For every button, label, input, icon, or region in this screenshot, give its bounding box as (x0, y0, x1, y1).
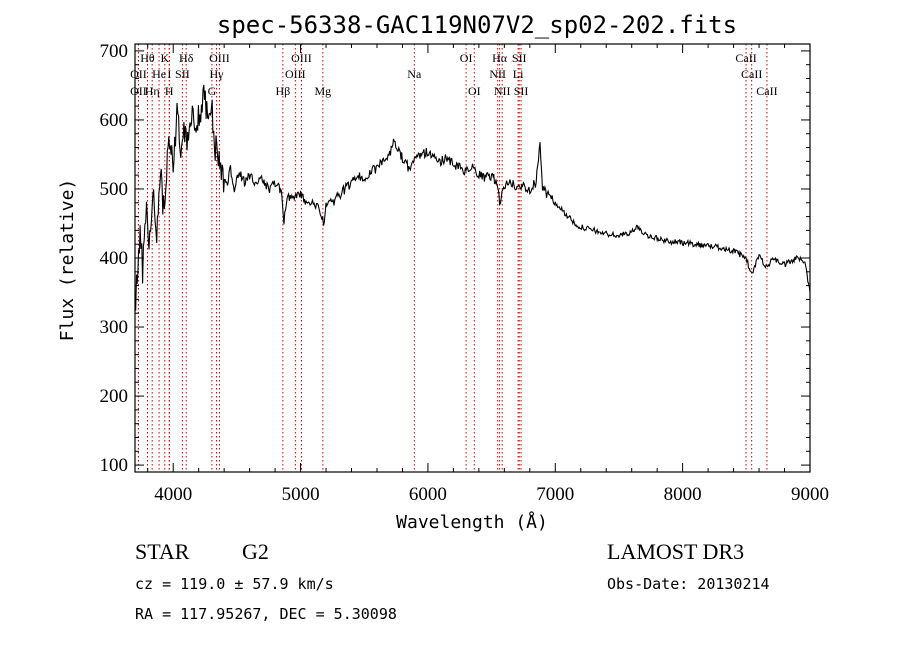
y-axis-ticks: 100 200 300 400 500 600 700 (100, 41, 810, 476)
flux-series-line (134, 84, 811, 311)
line-marker-label: Hα (492, 51, 508, 65)
y-tick-label: 500 (100, 179, 129, 200)
line-marker-label: OI (468, 84, 481, 98)
y-tick-label: 400 (100, 248, 129, 269)
line-marker-label: OIII (285, 67, 306, 81)
x-tick-label: 9000 (791, 484, 829, 505)
y-tick-label: 300 (100, 317, 129, 338)
line-markers (137, 44, 768, 472)
x-axis-label: Wavelength (Å) (396, 511, 548, 533)
line-marker-label: Mg (315, 84, 332, 98)
line-marker-label: Hγ (210, 67, 225, 81)
line-marker-label: NII (494, 84, 511, 98)
y-tick-label: 600 (100, 110, 129, 131)
survey-name: LAMOST DR3 (607, 539, 744, 564)
x-tick-label: 6000 (409, 484, 447, 505)
redshift-cz: cz = 119.0 ± 57.9 km/s (135, 575, 334, 593)
line-marker-label: SII (514, 84, 529, 98)
x-tick-label: 7000 (536, 484, 574, 505)
y-tick-label: 100 (100, 455, 129, 476)
line-marker-label: SII (175, 67, 190, 81)
x-tick-label: 8000 (664, 484, 702, 505)
line-marker-label: OI (460, 51, 473, 65)
line-marker-label: K (160, 51, 169, 65)
line-marker-label: I (167, 67, 171, 81)
line-marker-label: Hθ (140, 51, 155, 65)
line-marker-label: CaII (756, 84, 777, 98)
line-marker-label: OII (130, 67, 147, 81)
plot-frame (134, 43, 811, 473)
observation-date: Obs-Date: 20130214 (607, 575, 770, 593)
line-marker-label: H (165, 84, 174, 98)
line-marker-label: CaII (741, 67, 762, 81)
line-marker-label: He (152, 67, 166, 81)
x-axis-ticks: 4000 5000 6000 7000 8000 9000 (147, 44, 829, 505)
line-marker-label: SII (512, 51, 527, 65)
y-tick-label: 200 (100, 386, 129, 407)
line-marker-label: Na (407, 67, 422, 81)
object-class: STAR (135, 539, 190, 564)
line-marker-label: OIII (209, 51, 230, 65)
line-marker-label: NII (489, 67, 506, 81)
line-marker-label: Li (513, 67, 524, 81)
line-marker-label: G (208, 84, 217, 98)
ra-dec-coordinates: RA = 117.95267, DEC = 5.30098 (135, 605, 397, 623)
chart-title: spec-56338-GAC119N07V2_sp02-202.fits (217, 11, 737, 39)
line-marker-label: OIII (291, 51, 312, 65)
object-subclass: G2 (242, 539, 269, 564)
x-tick-label: 4000 (154, 484, 192, 505)
line-marker-label: Hδ (179, 51, 194, 65)
line-marker-label: OII (130, 84, 147, 98)
y-axis-label: Flux (relative) (57, 179, 78, 342)
line-marker-label: Hη (145, 84, 160, 98)
y-tick-label: 700 (100, 41, 129, 62)
x-tick-label: 5000 (282, 484, 320, 505)
line-marker-label: Hβ (275, 84, 290, 98)
line-marker-label: CaII (735, 51, 756, 65)
